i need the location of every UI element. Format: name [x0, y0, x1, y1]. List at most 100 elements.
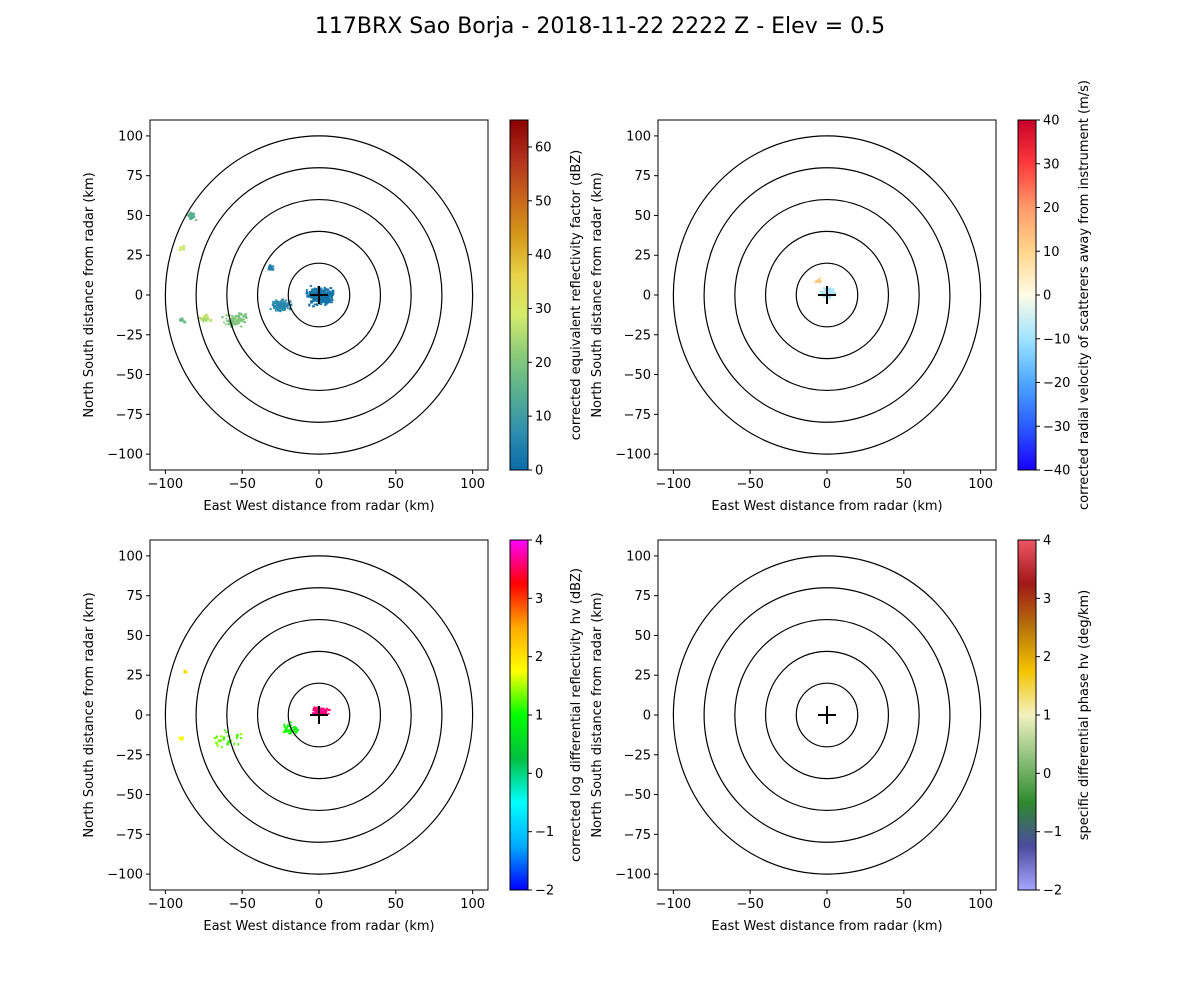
y-tick-label: 50 [126, 209, 143, 224]
panel-top-right: −100 −50 0 50 100−100−75−50−250255075100East… [590, 80, 1092, 514]
colorbar-label: corrected radial velocity of scatterers … [1077, 80, 1092, 510]
echo-pixel [286, 306, 289, 310]
x-tick-label: 0 [315, 477, 323, 492]
x-tick-label: −50 [736, 477, 763, 492]
echo-pixel [327, 301, 330, 304]
colorbar: −2 −1 0 1 2 3 4 corrected log differential refl… [509, 534, 584, 899]
echo-pixel [179, 248, 181, 252]
echo-pixel [230, 320, 233, 323]
echo-pixel [183, 670, 186, 673]
echo-pixel [227, 735, 230, 738]
echo-pixel [235, 320, 239, 323]
echo-pixel [321, 708, 325, 712]
echo-pixel [331, 292, 335, 295]
echo-pixel [331, 299, 334, 302]
x-tick-label: −100 [656, 897, 692, 912]
range-ring [672, 135, 982, 455]
echo-pixel [279, 309, 282, 313]
colorbar-tick-label: −40 [1043, 464, 1070, 479]
echo-pixel [237, 318, 241, 321]
echo-pixel [822, 295, 826, 298]
echo-pixel [823, 287, 825, 289]
echo-pixel [321, 299, 324, 302]
y-tick-label: 50 [634, 629, 651, 644]
echo-pixel [269, 308, 272, 310]
y-tick-label: −75 [624, 828, 651, 843]
x-axis-label: East West distance from radar (km) [711, 499, 942, 514]
echo-pixel [281, 298, 284, 301]
y-tick-label: −50 [624, 788, 651, 803]
y-tick-label: −100 [107, 448, 143, 463]
echo-pixel [232, 320, 234, 324]
x-tick-label: 50 [896, 897, 913, 912]
echo-pixel [292, 729, 296, 733]
colorbar-tick-label: 40 [1043, 114, 1060, 129]
y-tick-label: 75 [126, 589, 143, 604]
panel-top-left: −100 −50 0 50 100−100−75−50−250255075100East… [82, 119, 584, 514]
echo-pixel [319, 303, 323, 306]
echo-pixel [232, 318, 235, 320]
echo-pixel [206, 314, 209, 317]
echo-pixel [277, 304, 280, 307]
echo-pixel [237, 743, 240, 746]
echo-pixel [315, 291, 318, 294]
echo-pixel [313, 706, 316, 709]
y-tick-label: 100 [118, 129, 143, 144]
echo-pixel [828, 295, 831, 298]
y-tick-label: 25 [126, 249, 143, 264]
echo-pixel [310, 301, 313, 304]
echo-pixel [280, 300, 283, 303]
echo-pixel [187, 214, 190, 217]
y-tick-label: 75 [634, 589, 651, 604]
echo-pixel [306, 289, 308, 292]
echo-pixel [326, 299, 328, 302]
echo-pixel [286, 725, 289, 728]
y-tick-label: −75 [116, 408, 143, 423]
x-tick-label: 100 [460, 477, 485, 492]
colorbar-tick-label: 30 [1043, 157, 1060, 172]
y-tick-label: 0 [643, 709, 651, 724]
echo-pixel [205, 319, 208, 322]
echo-pixel [274, 300, 277, 303]
range-ring [764, 230, 890, 360]
echo-pixel [182, 245, 186, 248]
echo-pixel [284, 299, 288, 302]
echo-pixel [283, 307, 286, 310]
echo-pixel [234, 315, 237, 318]
colorbar-tick-label: 2 [1043, 650, 1051, 665]
echo-pixel [236, 317, 239, 321]
echo-pixel [221, 316, 224, 319]
echo-pixel [271, 265, 273, 268]
x-tick-label: 50 [896, 477, 913, 492]
y-axis-label: North South distance from radar (km) [82, 592, 97, 837]
echo-pixel [231, 323, 234, 325]
echo-pixel [307, 294, 311, 298]
colorbar-tick-label: 10 [1043, 245, 1060, 260]
colorbar-tick-label: −1 [535, 825, 554, 840]
echo-pixel [188, 217, 192, 220]
echo-pixel [325, 291, 328, 295]
colorbar-tick-label: 10 [535, 410, 552, 425]
echo-pixel [312, 305, 315, 308]
echo-pixel [235, 314, 238, 317]
echo-pixel [272, 300, 274, 303]
echo-pixel [319, 290, 323, 292]
colorbar-tick-label: −30 [1043, 420, 1070, 435]
colorbar: −2 −1 0 1 2 3 4 specific differential phase hv … [1017, 534, 1092, 899]
echo-pixel [824, 288, 827, 291]
echo-pixel [285, 303, 288, 306]
colorbar-tick-label: 60 [535, 140, 552, 155]
echo-pixel [319, 707, 322, 710]
echo-pixel [828, 291, 831, 294]
echo-pixel [322, 291, 325, 294]
y-tick-label: 0 [643, 289, 651, 304]
colorbar-label: corrected log differential reflectivity … [569, 568, 584, 862]
plot-area [672, 555, 982, 875]
x-tick-label: 100 [968, 477, 993, 492]
colorbar-tick-label: 0 [535, 464, 543, 479]
echo-pixel [239, 325, 243, 328]
panel-bottom-left: −100 −50 0 50 100 −100 −75 −50 −25 0 25 50 75 100 East… [82, 534, 584, 935]
y-tick-label: 25 [634, 249, 651, 264]
range-ring [164, 555, 474, 875]
echo-pixel [312, 708, 315, 712]
